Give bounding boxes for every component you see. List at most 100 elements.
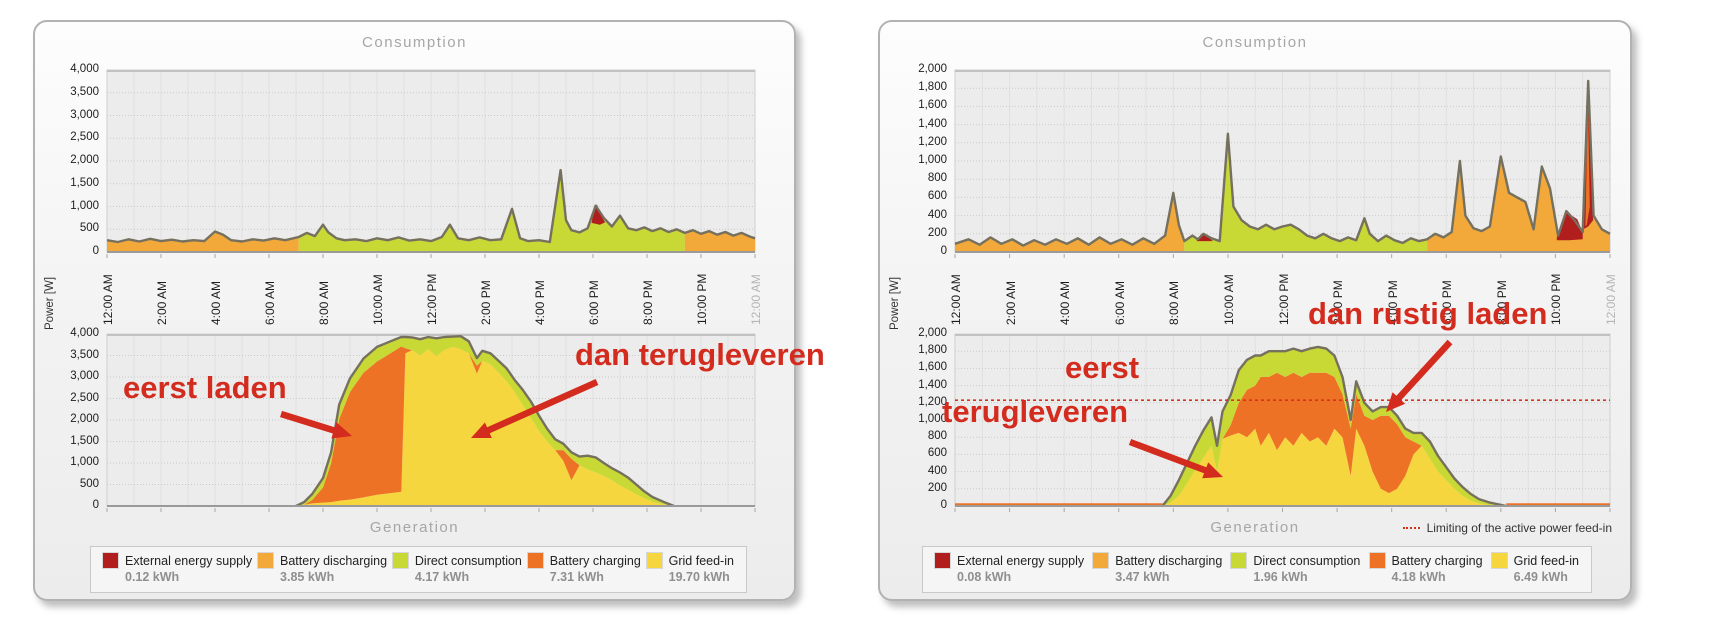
- y-tick-label: 0: [940, 499, 947, 511]
- y-tick-label: 200: [927, 226, 947, 239]
- generation-chart-title: Generation: [369, 519, 460, 536]
- y-tick-label: 2,500: [70, 131, 99, 144]
- generation-chart-title: Generation: [1210, 519, 1300, 536]
- y-tick-label: 500: [79, 477, 99, 490]
- x-tick-label: 4:00 AM: [209, 280, 223, 325]
- y-tick-label: 1,000: [70, 456, 99, 468]
- legend-label: Direct consumption: [414, 553, 522, 568]
- annotation-text: dan rustig laden: [1308, 296, 1548, 331]
- y-tick-label: 2,000: [918, 327, 947, 339]
- legend-item: Battery discharging 3.85 kWh: [257, 552, 388, 588]
- x-tick-label: 10:00 PM: [695, 273, 709, 325]
- x-tick-label: 8:00 AM: [1167, 280, 1182, 325]
- consumption-chart-title: Consumption: [362, 34, 467, 51]
- legend-label: External energy supply: [125, 553, 253, 568]
- x-tick-label: 2:00 PM: [479, 280, 493, 325]
- y-tick-label: 2,000: [918, 63, 947, 75]
- x-tick-label: 10:00 AM: [371, 274, 385, 325]
- stack-battery_charging: [1162, 372, 1507, 506]
- y-tick-label: 3,500: [70, 348, 99, 361]
- legend-value: 0.08 kWh: [957, 570, 1012, 584]
- y-tick-label: 1,400: [918, 117, 947, 130]
- y-tick-label: 0: [92, 499, 99, 511]
- x-tick-label: 12:00 AM: [749, 274, 763, 325]
- generation-plot: [106, 333, 756, 512]
- energy-day-panel-left: Consumption Power [W] Generation Externa…: [33, 20, 825, 601]
- legend-value: 6.49 kWh: [1513, 570, 1568, 584]
- power-axis-label: Power [W]: [889, 276, 901, 330]
- x-tick-label: 12:00 AM: [1604, 274, 1618, 325]
- y-tick-label: 1,600: [918, 361, 947, 374]
- legend-value: 4.18 kWh: [1391, 570, 1446, 584]
- y-tick-label: 1,800: [918, 344, 947, 357]
- legend-label: Battery charging: [1391, 553, 1483, 568]
- y-tick-label: 600: [927, 447, 947, 460]
- y-tick-label: 800: [927, 172, 947, 185]
- legend-value: 19.70 kWh: [668, 570, 730, 584]
- annotation-text: eerst: [1065, 350, 1140, 385]
- area-battery_discharging: [955, 192, 1185, 252]
- consumption-chart-title: Consumption: [1202, 34, 1308, 51]
- annotation-text: terugleveren: [942, 394, 1129, 429]
- x-tick-label: 10:00 PM: [1549, 273, 1564, 325]
- legend-label: Grid feed-in: [1513, 553, 1579, 568]
- legend-label: External energy supply: [957, 553, 1085, 568]
- y-tick-label: 1,800: [918, 81, 947, 94]
- y-tick-label: 4,000: [70, 63, 99, 75]
- legend-label: Direct consumption: [1253, 553, 1361, 568]
- y-tick-label: 1,500: [70, 176, 99, 189]
- legend-label: Grid feed-in: [668, 553, 734, 568]
- x-tick-label: 8:00 PM: [641, 280, 655, 325]
- y-tick-label: 400: [927, 208, 947, 221]
- area-battery_discharging: [1427, 80, 1610, 253]
- y-tick-label: 0: [940, 245, 947, 257]
- stack-grid_feed_in: [1162, 428, 1507, 506]
- y-tick-label: 2,500: [70, 391, 99, 404]
- x-tick-label: 2:00 AM: [155, 280, 169, 325]
- overlay-external_supply: [1556, 210, 1583, 241]
- x-tick-label: 2:00 AM: [1003, 280, 1018, 325]
- legend-label: Battery discharging: [280, 553, 388, 568]
- legend-value: 3.85 kWh: [280, 570, 335, 584]
- generation-plot: [954, 333, 1611, 512]
- x-tick-label: 8:00 AM: [317, 280, 331, 325]
- legend-value: 3.47 kWh: [1115, 570, 1170, 584]
- legend-value: 1.96 kWh: [1253, 570, 1308, 584]
- limit-line-legend: Limiting of the active power feed-in: [1402, 521, 1612, 535]
- legend-value: 0.12 kWh: [125, 570, 180, 584]
- stack-direct_consumption: [296, 336, 674, 506]
- legend-swatch-icon: [1230, 552, 1248, 569]
- x-tick-label: 4:00 PM: [533, 280, 547, 325]
- x-tick-label: 6:00 AM: [263, 280, 277, 325]
- overlay-battery_charging: [1585, 101, 1590, 227]
- annotation-text: eerst laden: [123, 370, 287, 405]
- legend-value: 7.31 kWh: [549, 570, 604, 584]
- legend: External energy supply 0.08 kWh Battery di…: [922, 546, 1592, 593]
- legend-swatch-icon: [1490, 552, 1508, 569]
- y-tick-label: 2,000: [70, 154, 99, 166]
- y-tick-label: 1,000: [918, 154, 947, 166]
- y-tick-label: 800: [927, 430, 947, 443]
- legend-label: Battery charging: [549, 553, 641, 568]
- y-tick-label: 1,400: [918, 378, 947, 391]
- legend-item: Battery discharging 3.47 kWh: [1092, 552, 1223, 588]
- y-tick-label: 1,000: [70, 199, 99, 212]
- y-tick-label: 1,200: [918, 135, 947, 148]
- y-tick-label: 3,500: [70, 85, 99, 98]
- y-tick-label: 3,000: [70, 370, 99, 382]
- legend-label: Battery discharging: [1115, 553, 1223, 568]
- x-tick-label: 12:00 AM: [949, 274, 963, 325]
- legend-item: Direct consumption 4.17 kWh: [391, 552, 522, 588]
- legend-item: Grid feed-in 6.49 kWh: [1490, 552, 1579, 588]
- x-tick-label: 6:00 PM: [587, 280, 601, 325]
- legend-item: Grid feed-in 19.70 kWh: [645, 552, 734, 588]
- y-tick-label: 3,000: [70, 108, 99, 121]
- legend-swatch-icon: [526, 552, 544, 569]
- legend-item: External energy supply 0.08 kWh: [934, 552, 1085, 588]
- legend: External energy supply 0.12 kWh Battery di…: [90, 546, 747, 593]
- y-tick-label: 500: [79, 222, 99, 235]
- y-tick-label: 0: [92, 245, 99, 257]
- annotation-text: dan terugleveren: [575, 337, 825, 372]
- energy-day-panel-right: Consumption Power [W] Generation Limitin…: [878, 20, 1632, 601]
